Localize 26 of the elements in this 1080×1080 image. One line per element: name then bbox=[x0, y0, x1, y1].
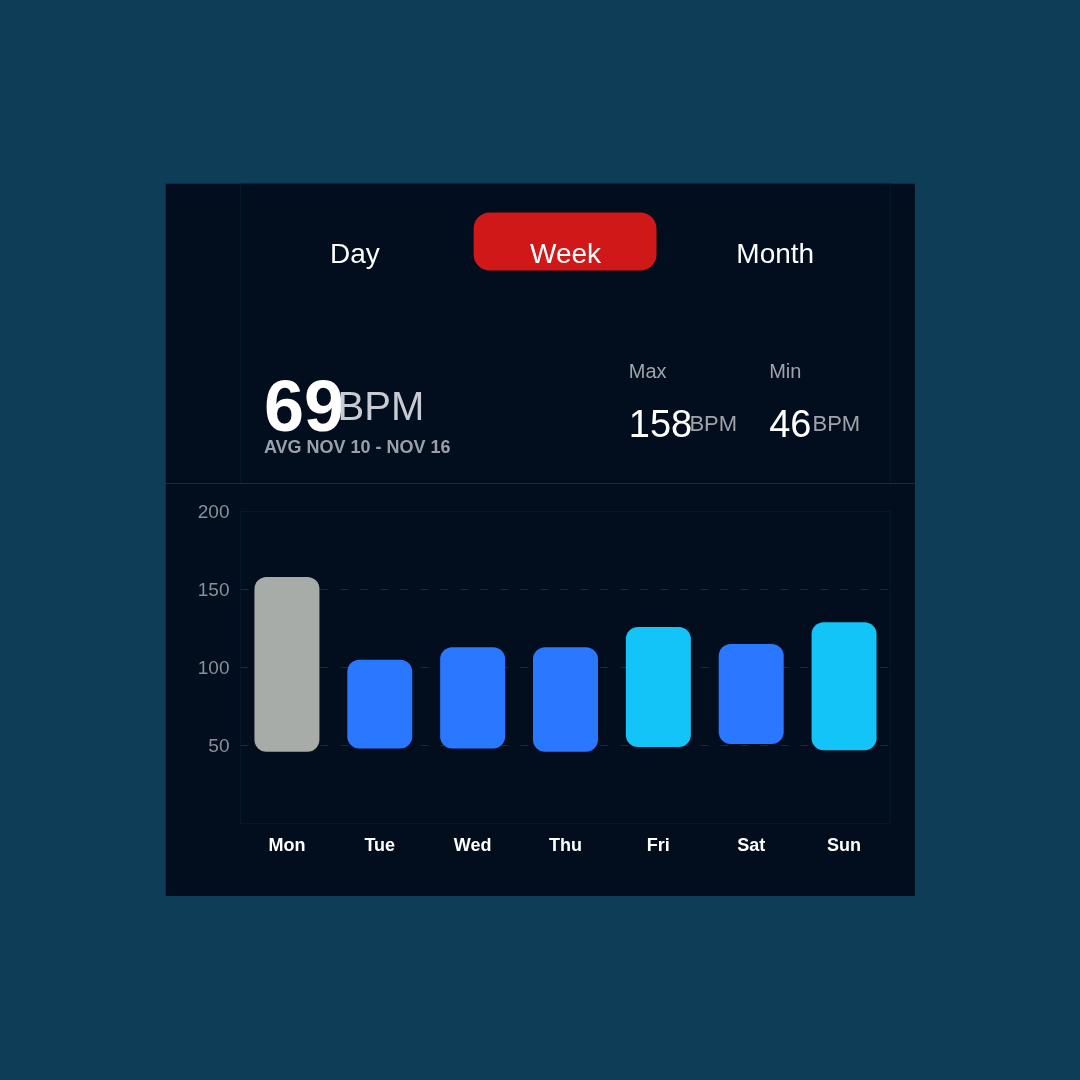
y-tick-label: 150 bbox=[197, 579, 230, 600]
y-tick-label: 50 bbox=[208, 735, 230, 756]
x-tick-label: Tue bbox=[364, 834, 396, 855]
text: Week bbox=[529, 238, 603, 269]
bar bbox=[718, 644, 784, 744]
x-tick-label: Wed bbox=[453, 834, 492, 855]
text: Day bbox=[330, 238, 380, 269]
text: AVG NOV 10 - NOV 16 bbox=[263, 436, 451, 457]
text: Max bbox=[628, 359, 667, 382]
x-tick-label: Thu bbox=[549, 834, 583, 855]
x-tick-label: Sun bbox=[827, 834, 862, 855]
bar bbox=[533, 647, 598, 752]
bar bbox=[811, 622, 877, 751]
bar bbox=[254, 577, 320, 752]
bar bbox=[625, 626, 691, 748]
bar bbox=[347, 659, 413, 749]
text: Month bbox=[736, 238, 815, 269]
y-tick-label: 200 bbox=[197, 501, 230, 522]
x-tick-label: Fri bbox=[646, 834, 670, 855]
x-tick-label: Mon bbox=[268, 834, 306, 855]
y-tick-label: 100 bbox=[197, 657, 230, 678]
text: Min bbox=[769, 359, 802, 382]
x-tick-label: Sat bbox=[737, 834, 766, 855]
text: 46 bbox=[769, 403, 812, 445]
text: BPM bbox=[812, 411, 861, 436]
bar bbox=[440, 647, 506, 749]
